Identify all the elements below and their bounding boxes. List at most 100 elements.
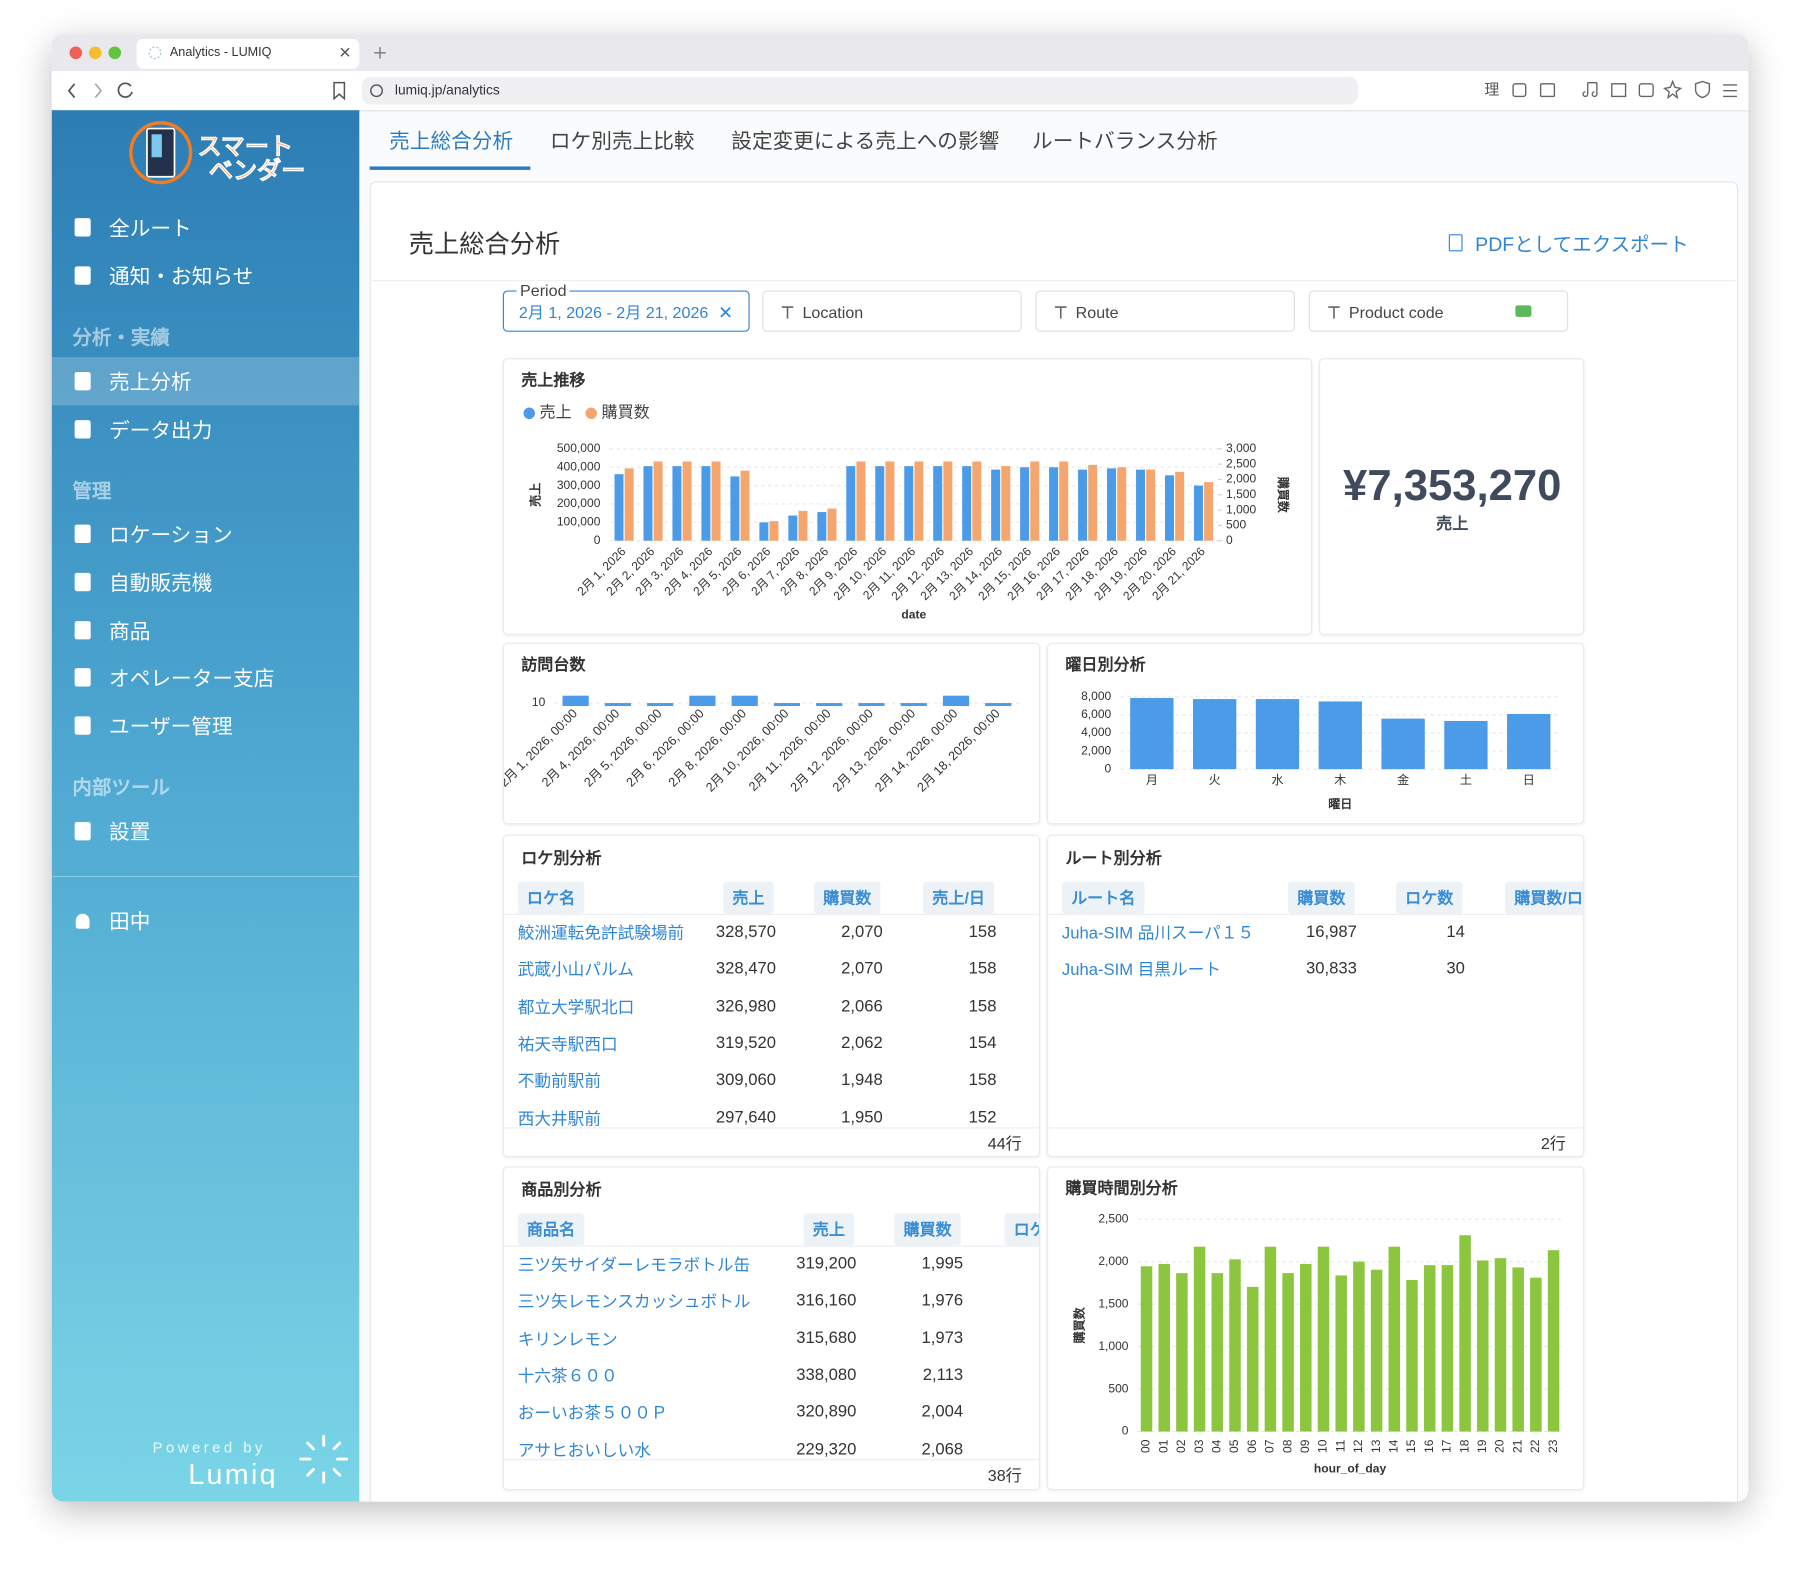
nav-item[interactable]: 通知・お知らせ (109, 265, 254, 289)
cell: 158 (968, 922, 997, 942)
card: 訪問台数 10 2月 1, 2026, 00:00 2月 4, 2026, 00:00… (502, 642, 1041, 825)
cell: 2,068 (921, 1440, 964, 1459)
nav-item[interactable]: ユーザー管理 (109, 715, 233, 739)
tab[interactable]: ルートバランス分析 (1032, 129, 1218, 153)
legend-label[interactable]: 購買数 (602, 404, 650, 422)
bar (1049, 467, 1059, 541)
filter-field[interactable] (762, 290, 1022, 332)
column-header[interactable]: 売上 (803, 1213, 855, 1246)
tab[interactable]: ロケ別売上比較 (549, 129, 695, 153)
nav-icon (74, 524, 91, 544)
logo[interactable]: スマート ベンダー (52, 110, 360, 202)
bar (643, 466, 653, 541)
nav-item[interactable]: ロケーション (109, 523, 233, 547)
field-type-icon (1328, 306, 1340, 319)
column-header[interactable]: ロケ (1004, 1213, 1039, 1246)
nav-icon (74, 371, 91, 391)
cell: 319,200 (796, 1254, 857, 1274)
row-link[interactable]: Juha-SIM 目黒ルート (1061, 961, 1221, 981)
y-tick-label: 4,000 (1081, 725, 1111, 739)
table-title: ロケ別分析 (521, 848, 602, 867)
sidebar: スマート ベンダー Powered by Lumiq 全ルート 通知・お知らせ 分析… (51, 110, 360, 1502)
x-tick-label: 07 (1263, 1439, 1277, 1453)
bar (846, 466, 856, 541)
card: 購買時間別分析 0 500 1,000 1,500 2,000 2,500 00 01 02 03 0… (1046, 1166, 1585, 1491)
nav-item[interactable]: 売上分析 (109, 370, 192, 394)
new-tab[interactable] (374, 47, 386, 59)
nav-item[interactable]: 全ルート (109, 216, 192, 240)
tab-underline (369, 166, 531, 170)
bar (1140, 1266, 1153, 1432)
tab[interactable]: 設定変更による売上への影響 (731, 129, 1000, 153)
bar (904, 466, 914, 541)
row-link[interactable]: 西大井駅前 (517, 1110, 601, 1128)
filter-label: Route (1075, 303, 1119, 322)
zoom-button[interactable] (108, 46, 122, 60)
nav-item[interactable]: 自動販売機 (109, 571, 213, 595)
cell: 297,640 (715, 1108, 777, 1127)
site-info[interactable] (370, 84, 383, 98)
row-link[interactable]: 十六茶６００ (517, 1367, 618, 1387)
text-type-glyph (1055, 306, 1067, 319)
row-link[interactable]: アサヒおいしい水 (517, 1441, 651, 1460)
nav-item[interactable]: 商品 (109, 619, 151, 643)
url-field[interactable] (361, 76, 1359, 105)
nav-item[interactable]: 設置 (109, 820, 151, 844)
filter-field[interactable] (1308, 290, 1569, 332)
period-filter[interactable] (502, 290, 750, 332)
field-type-icon (781, 306, 794, 319)
export-button[interactable]: PDFとしてエクスポート (1475, 233, 1689, 256)
row-link[interactable]: 武蔵小山パルム (517, 961, 634, 981)
column-header[interactable]: 商品名 (517, 1213, 585, 1246)
filter-field[interactable] (1035, 290, 1295, 332)
column-header[interactable]: 売上/日 (923, 881, 995, 914)
bar (1078, 469, 1088, 541)
row-link[interactable]: おーいお茶５００Ｐ (517, 1404, 668, 1424)
nav-icon (74, 218, 91, 237)
y-tick-label: 200,000 (557, 496, 601, 510)
card: ¥7,353,270 売上 (1319, 358, 1585, 635)
column-header[interactable]: ルート名 (1061, 881, 1145, 914)
nav-item[interactable]: オペレーター支店 (109, 666, 275, 690)
row-link[interactable]: 都立大学駅北口 (517, 998, 635, 1018)
minimize-button[interactable] (88, 46, 102, 60)
column-header[interactable]: 購買数 (813, 881, 881, 914)
bar (759, 522, 769, 541)
close-button[interactable] (69, 46, 83, 60)
browser-tab[interactable] (136, 39, 360, 69)
tab[interactable]: 売上総合分析 (389, 129, 514, 153)
forward-button[interactable] (94, 83, 103, 99)
bar (731, 695, 758, 707)
column-header[interactable]: 購買数 (1288, 881, 1355, 914)
column-header[interactable]: ロケ数 (1395, 881, 1463, 914)
column-header[interactable]: 購買数 (894, 1213, 961, 1246)
bar (1030, 461, 1040, 541)
column-header[interactable]: 売上 (723, 881, 774, 914)
cell: 30,833 (1306, 960, 1357, 979)
header-divider (369, 280, 1736, 282)
cell: 316,160 (796, 1291, 857, 1311)
bar (991, 469, 1001, 541)
back-button[interactable] (67, 83, 76, 99)
extension-icon[interactable]: 理 (1484, 82, 1499, 99)
row-link[interactable]: Juha-SIM 品川スーパ１５ (1061, 924, 1255, 944)
bookmark-button[interactable] (333, 81, 346, 101)
tab-close[interactable] (340, 47, 350, 57)
clear-filter[interactable] (719, 305, 733, 319)
row-link[interactable]: 三ツ矢レモンスカッシュボトル (517, 1293, 751, 1312)
page-title: 売上総合分析 (408, 229, 561, 259)
row-link[interactable]: キリンレモン (517, 1330, 618, 1350)
column-header[interactable]: ロケ名 (517, 881, 585, 914)
column-header[interactable]: 購買数/ロ (1505, 881, 1584, 914)
row-link[interactable]: 三ツ矢サイダーレモラボトル缶 (517, 1256, 751, 1275)
legend-label[interactable]: 売上 (540, 404, 572, 422)
reload-button[interactable] (117, 82, 133, 98)
row-link[interactable]: 祐天寺駅西口 (517, 1035, 618, 1055)
bar (1107, 468, 1117, 541)
user-name[interactable]: 田中 (109, 910, 151, 934)
nav-item[interactable]: データ出力 (109, 419, 213, 442)
row-link[interactable]: 不動前駅前 (517, 1073, 601, 1092)
export-icon[interactable] (1448, 234, 1463, 252)
bar (1020, 467, 1030, 541)
row-link[interactable]: 鮫洲運転免許試験場前 (517, 924, 685, 944)
